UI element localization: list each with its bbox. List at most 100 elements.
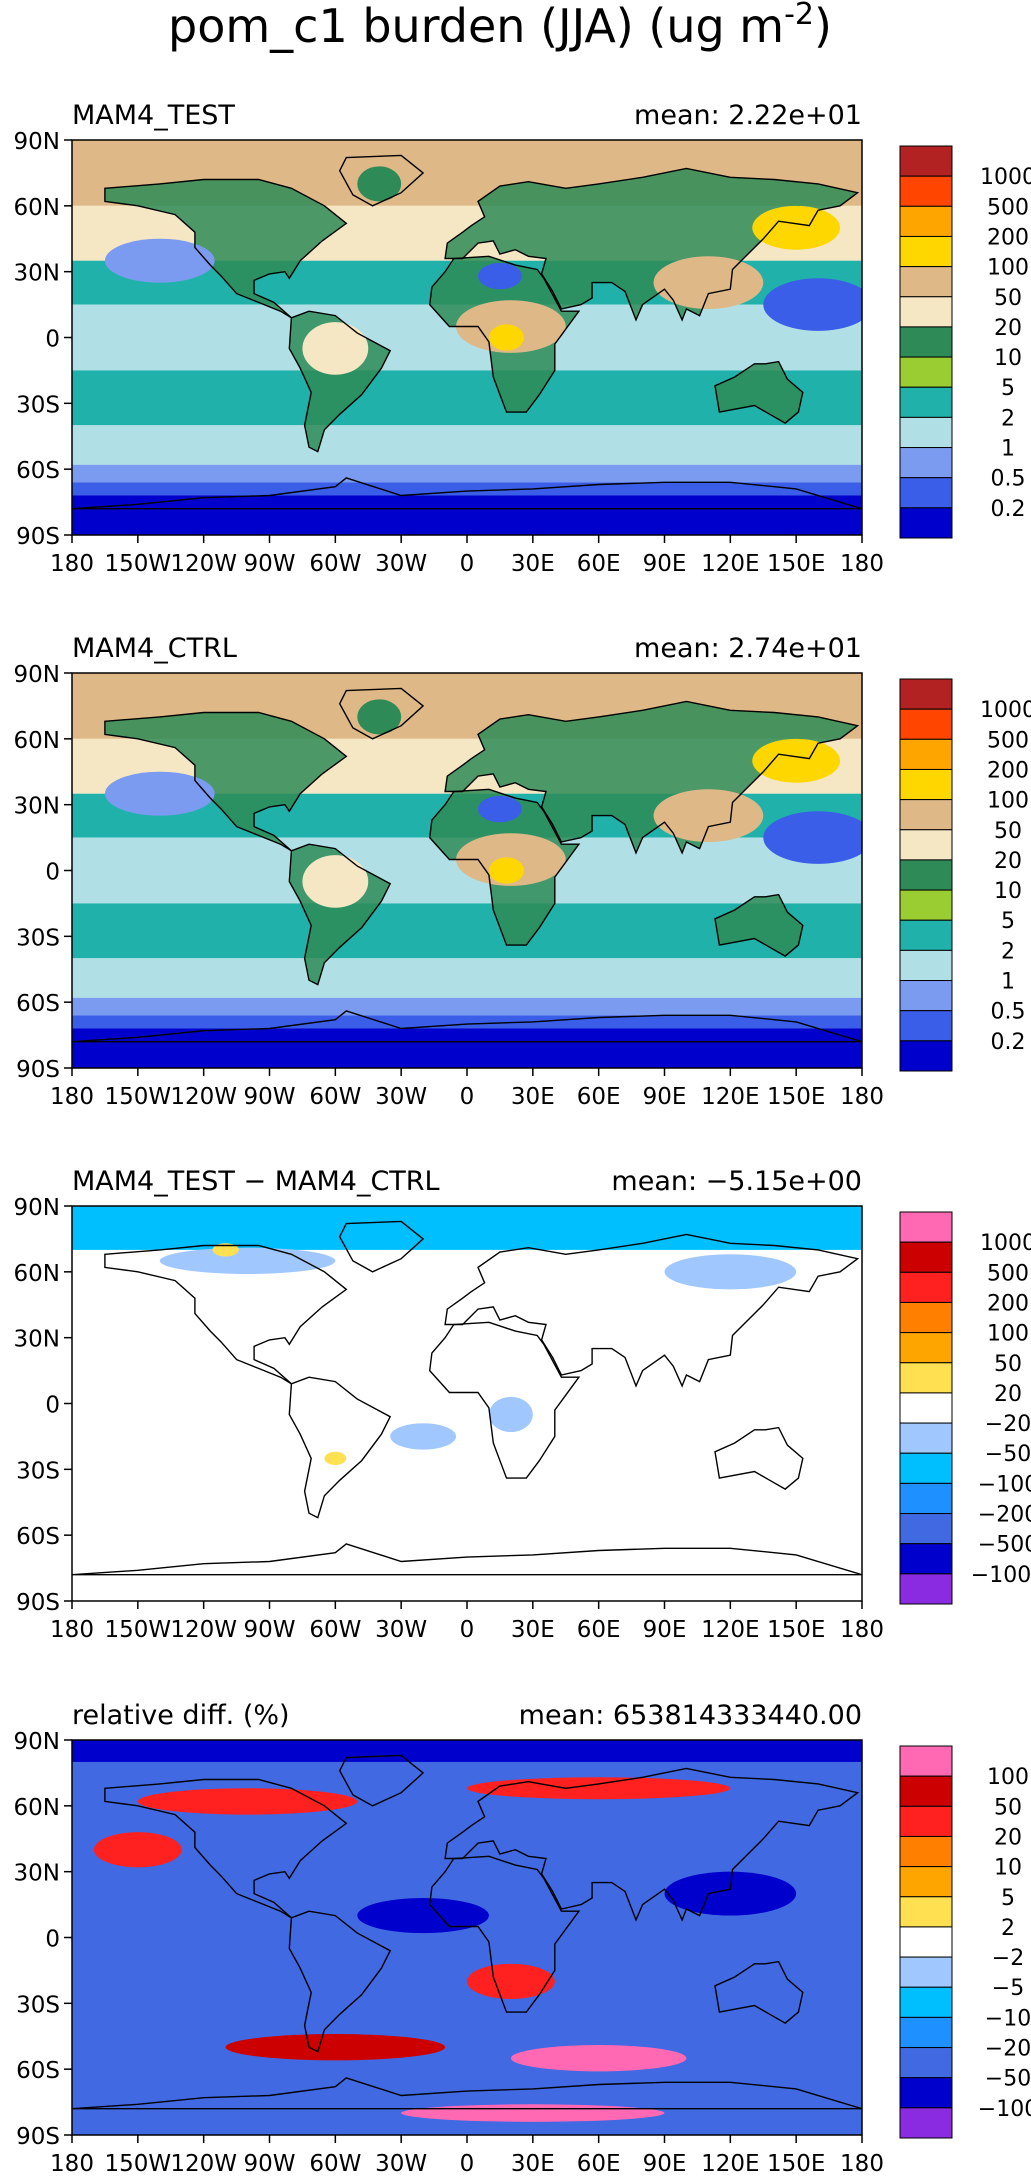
colorbar-swatch	[899, 356, 953, 388]
lon-tick-label: 30W	[375, 1617, 427, 1643]
latitude-band	[72, 495, 862, 535]
lon-tick-label: 90E	[643, 1617, 687, 1643]
diff-blob-canada	[159, 1247, 336, 1275]
panel-mean: mean: −5.15e+00	[611, 1166, 862, 1197]
colorbar-label: −500	[978, 1533, 1031, 1558]
coastline-greenland	[338, 1220, 425, 1273]
coastline-north-america	[104, 1778, 348, 1919]
lon-tick-label: 120W	[170, 1617, 237, 1643]
lat-tick-label: 60N	[14, 195, 60, 221]
colorbar-swatch	[899, 235, 953, 268]
figure-title: pom_c1 burden (JJA) (ug m-2)	[168, 0, 832, 53]
colorbar-label: 0.5	[991, 1000, 1026, 1025]
lat-tick-label: 90S	[16, 1590, 60, 1616]
coastline-eurasia	[444, 700, 860, 855]
colorbar-swatch	[899, 1956, 953, 1988]
rel-blob-north-pacific	[93, 1832, 182, 1868]
burden-blob-asia	[653, 789, 764, 842]
colorbar-swatch	[899, 678, 953, 710]
lon-tick-label: 0	[460, 551, 475, 577]
colorbar-label: 1000	[980, 165, 1031, 190]
lat-tick-label: 60N	[14, 1261, 60, 1287]
colorbar-label: −10	[985, 2006, 1031, 2031]
lon-tick-label: 150W	[105, 1617, 172, 1643]
colorbar-label: 100	[987, 256, 1029, 281]
colorbar-label: 100	[987, 789, 1029, 814]
colorbar-swatch	[899, 1573, 953, 1605]
colorbar-label: 500	[987, 1261, 1029, 1286]
lat-tick-label: 0	[45, 327, 60, 353]
colorbar-swatch	[899, 1392, 953, 1424]
colorbar-label: 1000	[980, 1231, 1031, 1256]
colorbar-swatch	[899, 1896, 953, 1928]
colorbar-label: 0.2	[991, 497, 1026, 522]
lon-tick-label: 180	[50, 1084, 94, 1110]
lon-tick-label: 150W	[105, 1084, 172, 1110]
lon-tick-label: 0	[460, 1617, 475, 1643]
lat-tick-label: 90N	[14, 662, 60, 688]
coastline-north-america	[104, 178, 348, 319]
panel-mean: mean: 2.74e+01	[634, 633, 862, 664]
colorbar-swatch	[899, 829, 953, 861]
lat-tick-label: 90S	[16, 2124, 60, 2150]
coastline-australia	[714, 1426, 804, 1490]
burden-blob-east-pacific	[104, 771, 215, 816]
title-close: )	[814, 0, 832, 53]
colorbar-swatch	[899, 708, 953, 740]
lat-tick-label: 90S	[16, 524, 60, 550]
colorbar-swatch	[899, 1513, 953, 1545]
colorbar-swatch	[899, 205, 953, 237]
rel-blob-asia	[664, 1871, 797, 1916]
colorbar-label: 5	[1001, 909, 1015, 934]
lat-tick-label: 0	[45, 1393, 60, 1419]
coastline-australia	[714, 893, 804, 957]
colorbar-label: 20	[994, 316, 1022, 341]
map-field	[72, 673, 862, 1068]
rel-blob-southern-indian	[510, 2045, 687, 2072]
colorbar-label: 5	[1001, 1886, 1015, 1911]
colorbar-label: 50	[994, 1352, 1022, 1377]
colorbar-swatch	[899, 768, 953, 801]
lon-tick-label: 180	[50, 2151, 94, 2175]
colorbar-label: −50	[985, 1442, 1031, 1467]
coastline-south-america	[288, 1376, 392, 1519]
lat-tick-label: 0	[45, 860, 60, 886]
colorbar-label: 100	[987, 1322, 1029, 1347]
colorbar-label: 20	[994, 1382, 1022, 1407]
colorbar-label: 2	[1001, 939, 1015, 964]
colorbar-swatch	[899, 1362, 953, 1394]
burden-blob-west-pacific	[763, 811, 862, 864]
lat-tick-label: 30N	[14, 261, 60, 287]
colorbar-swatch	[899, 1543, 953, 1575]
coastline-australia	[714, 1960, 804, 2024]
colorbar-label: 2	[1001, 1916, 1015, 1941]
burden-blob-sahara	[477, 262, 522, 290]
rel-blob-africa	[467, 1963, 555, 1999]
colorbar-swatch	[899, 1866, 953, 1898]
colorbar-swatch	[899, 1241, 953, 1273]
latitude-band	[72, 464, 862, 483]
lat-tick-label: 30N	[14, 1861, 60, 1887]
latitude-band	[72, 482, 862, 496]
map-field	[72, 140, 862, 535]
lat-tick-label: 60N	[14, 1795, 60, 1821]
title-exponent: -2	[784, 0, 814, 32]
lon-tick-label: 90E	[643, 2151, 687, 2175]
lon-tick-label: 30W	[375, 551, 427, 577]
burden-blob-amazon	[302, 322, 369, 375]
rel-blob-siberia	[467, 1777, 731, 1800]
panel-2: MAM4_CTRL mean: 2.74e+01 90N 60N 30N 0 30S 60S 9…	[14, 633, 1031, 1110]
latitude-band	[72, 1028, 862, 1068]
lon-tick-label: 30E	[511, 2151, 555, 2175]
lon-tick-label: 60W	[309, 551, 361, 577]
lat-tick-label: 60S	[16, 458, 60, 484]
colorbar: 100 50 20 10 5 2 −2 −5 −10 −20 −50 −100	[899, 1745, 1031, 2139]
colorbar-swatch	[899, 326, 953, 358]
lon-tick-label: 90E	[643, 551, 687, 577]
colorbar-label: 50	[994, 1795, 1022, 1820]
lon-tick-label: 150W	[105, 2151, 172, 2175]
colorbar-swatch	[899, 2016, 953, 2049]
lon-tick-label: 30E	[511, 1617, 555, 1643]
land-field-australia	[715, 894, 803, 957]
